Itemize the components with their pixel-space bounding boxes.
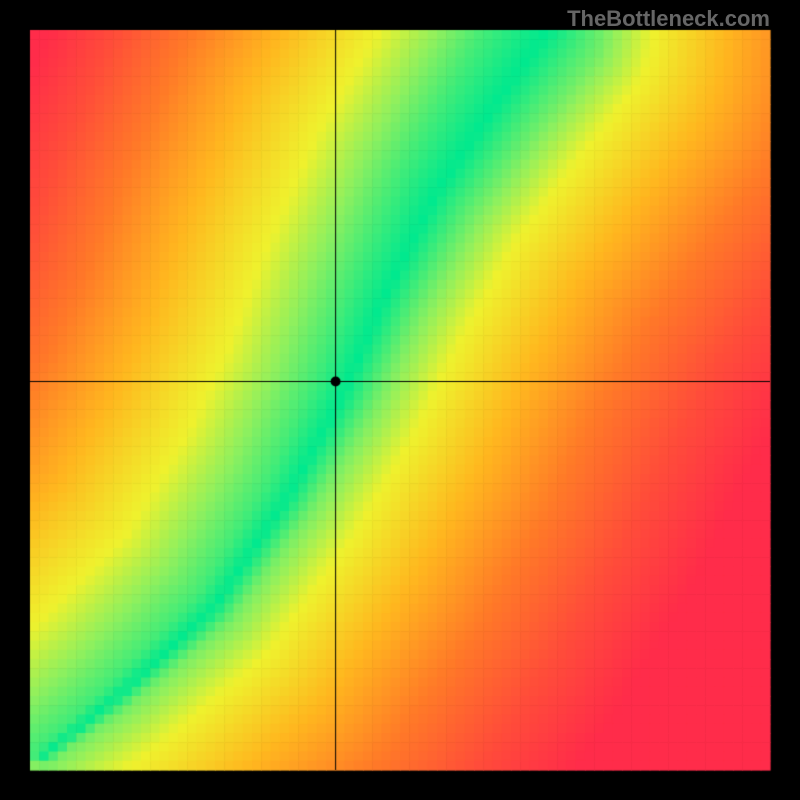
heatmap-canvas: [0, 0, 800, 800]
chart-container: TheBottleneck.com: [0, 0, 800, 800]
watermark-text: TheBottleneck.com: [567, 6, 770, 32]
